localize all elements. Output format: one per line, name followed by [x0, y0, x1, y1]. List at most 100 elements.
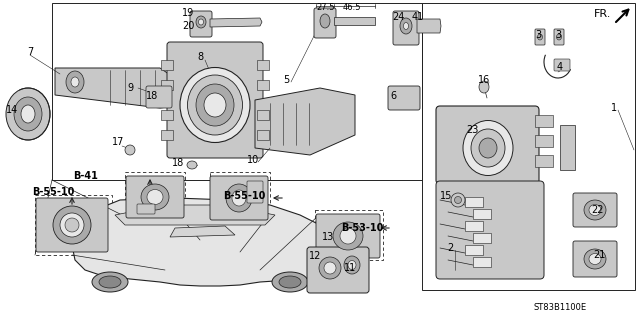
Ellipse shape [454, 197, 461, 204]
Ellipse shape [196, 16, 206, 28]
FancyBboxPatch shape [436, 181, 544, 279]
FancyBboxPatch shape [554, 29, 564, 45]
FancyBboxPatch shape [36, 198, 108, 252]
Ellipse shape [451, 193, 465, 207]
Bar [315, 210, 383, 260]
Bar [535, 115, 553, 127]
Text: 17: 17 [112, 137, 124, 147]
Text: ST83B1100E: ST83B1100E [533, 303, 587, 313]
Text: 9: 9 [127, 83, 133, 93]
Polygon shape [255, 88, 355, 155]
Ellipse shape [232, 190, 246, 206]
Ellipse shape [479, 138, 497, 158]
FancyBboxPatch shape [190, 11, 212, 37]
Bar [465, 221, 483, 231]
Text: 1: 1 [611, 103, 617, 113]
Text: B-41: B-41 [74, 171, 99, 181]
Bar [35, 195, 112, 255]
Text: 12: 12 [309, 251, 321, 261]
Text: 41: 41 [412, 12, 424, 22]
Text: 3: 3 [555, 30, 561, 40]
Ellipse shape [147, 189, 163, 204]
Ellipse shape [226, 184, 252, 212]
Bar [465, 197, 483, 207]
Bar [161, 130, 173, 140]
FancyBboxPatch shape [126, 176, 184, 218]
Bar [473, 233, 491, 243]
Polygon shape [72, 198, 330, 286]
Ellipse shape [65, 218, 79, 232]
FancyBboxPatch shape [210, 176, 268, 220]
Ellipse shape [320, 14, 330, 28]
Bar [257, 110, 269, 120]
FancyBboxPatch shape [167, 42, 263, 158]
Text: 46.5: 46.5 [343, 3, 361, 11]
Ellipse shape [324, 262, 336, 274]
Text: 2: 2 [447, 243, 453, 253]
Ellipse shape [344, 256, 360, 274]
FancyBboxPatch shape [314, 8, 336, 38]
Text: B-55-10: B-55-10 [223, 191, 265, 201]
Ellipse shape [319, 257, 341, 279]
Text: 23: 23 [466, 125, 478, 135]
Ellipse shape [6, 88, 50, 140]
Text: 3: 3 [535, 30, 541, 40]
Ellipse shape [272, 272, 308, 292]
Text: 16: 16 [478, 75, 490, 85]
Bar [52, 3, 422, 180]
Polygon shape [115, 205, 275, 225]
Polygon shape [170, 226, 235, 237]
Ellipse shape [92, 272, 128, 292]
Ellipse shape [333, 222, 363, 250]
FancyBboxPatch shape [137, 204, 155, 214]
Ellipse shape [348, 261, 356, 270]
Bar [257, 60, 269, 70]
Text: 5: 5 [283, 75, 289, 85]
Bar [473, 209, 491, 219]
Text: 14: 14 [6, 105, 18, 115]
Ellipse shape [188, 75, 243, 135]
FancyBboxPatch shape [393, 11, 419, 45]
Text: 18: 18 [172, 158, 184, 168]
Bar [161, 110, 173, 120]
Text: 19: 19 [182, 8, 194, 18]
Ellipse shape [471, 129, 505, 167]
Ellipse shape [71, 77, 79, 87]
FancyBboxPatch shape [573, 241, 617, 277]
Text: 10: 10 [247, 155, 259, 165]
Text: 18: 18 [146, 91, 158, 101]
Ellipse shape [340, 228, 356, 244]
Bar [473, 257, 491, 267]
Ellipse shape [557, 34, 561, 40]
Bar [535, 155, 553, 167]
Ellipse shape [141, 184, 169, 210]
FancyBboxPatch shape [554, 59, 570, 71]
Text: 7: 7 [27, 47, 33, 57]
Text: B-55-10: B-55-10 [32, 187, 74, 197]
Ellipse shape [479, 81, 489, 93]
Text: B-53-10: B-53-10 [341, 223, 383, 233]
FancyBboxPatch shape [307, 247, 369, 293]
Bar [257, 130, 269, 140]
Ellipse shape [53, 206, 91, 244]
Ellipse shape [125, 145, 135, 155]
Bar [465, 245, 483, 255]
Ellipse shape [584, 249, 606, 269]
FancyBboxPatch shape [388, 86, 420, 110]
Ellipse shape [589, 254, 601, 264]
Text: 11: 11 [344, 263, 356, 273]
FancyBboxPatch shape [436, 106, 539, 184]
Ellipse shape [403, 23, 408, 29]
Bar [161, 60, 173, 70]
FancyBboxPatch shape [247, 181, 263, 203]
Ellipse shape [538, 34, 543, 40]
Ellipse shape [196, 84, 234, 126]
Ellipse shape [187, 161, 197, 169]
Text: FR.: FR. [595, 9, 612, 19]
Ellipse shape [589, 204, 601, 216]
Bar [535, 135, 553, 147]
Text: 4: 4 [557, 62, 563, 72]
Text: 22: 22 [591, 205, 604, 215]
Text: 8: 8 [197, 52, 203, 62]
Ellipse shape [198, 19, 204, 25]
